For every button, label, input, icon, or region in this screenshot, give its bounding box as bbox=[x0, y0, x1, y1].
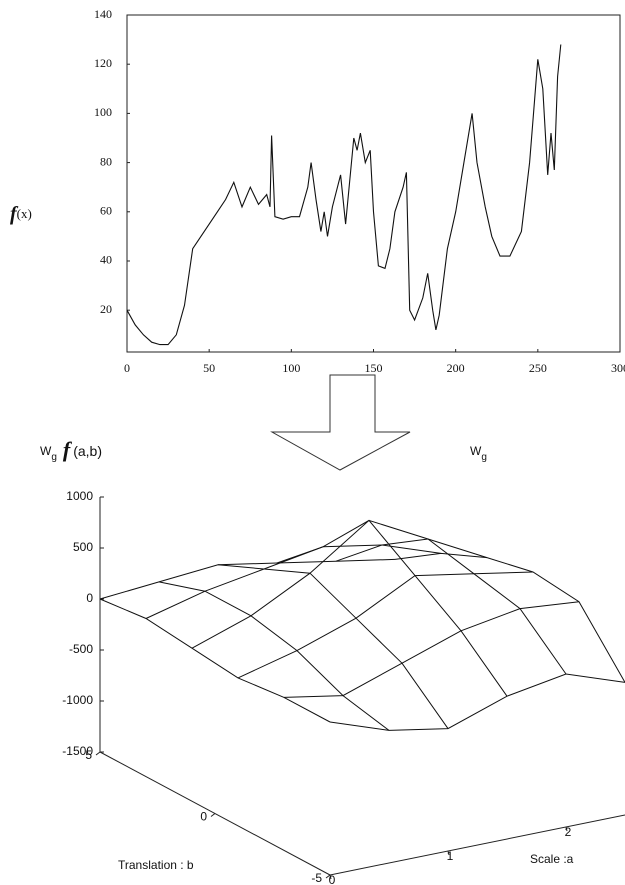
y-axis-label: Scale :a bbox=[530, 852, 574, 866]
x-tick-label: 5 bbox=[85, 748, 92, 762]
x-tick-label: 0 bbox=[200, 810, 207, 824]
y-tick-label: 1 bbox=[447, 849, 454, 863]
y-tick-label: 0 bbox=[329, 873, 336, 885]
x-tick-label: 0 bbox=[124, 361, 130, 375]
figure: 20406080100120140050100150200250300f(x) … bbox=[0, 0, 625, 885]
y-tick-label: 2 bbox=[565, 825, 572, 839]
y-tick-label: 60 bbox=[100, 204, 112, 218]
y-tick-label: 20 bbox=[100, 302, 112, 316]
x-tick-label: 300 bbox=[611, 361, 625, 375]
z-tick-label: -1000 bbox=[62, 693, 93, 707]
z-label-sub: g bbox=[51, 452, 57, 463]
z-tick-label: 1000 bbox=[66, 489, 93, 503]
z-label-args: (a,b) bbox=[73, 443, 102, 459]
x-tick-label: 250 bbox=[529, 361, 547, 375]
z-tick-label: 500 bbox=[73, 540, 93, 554]
right-label-main: W bbox=[470, 444, 482, 458]
z-tick-label: -500 bbox=[69, 642, 93, 656]
x-axis-label: Translation : b bbox=[118, 858, 194, 872]
y-tick-label: 100 bbox=[94, 105, 112, 119]
y-tick-label: 140 bbox=[94, 7, 112, 21]
x-tick-label: 200 bbox=[447, 361, 465, 375]
right-label-sub: g bbox=[481, 452, 487, 463]
y-tick-label: 40 bbox=[100, 253, 112, 267]
y-tick-label: 80 bbox=[100, 154, 112, 168]
x-tick-label: -5 bbox=[311, 871, 322, 885]
y-tick-label: 120 bbox=[94, 56, 112, 70]
x-tick-label: 100 bbox=[282, 361, 300, 375]
y-label-args: (x) bbox=[17, 206, 32, 221]
x-tick-label: 50 bbox=[203, 361, 215, 375]
x-tick-label: 150 bbox=[365, 361, 383, 375]
z-label-main: W bbox=[40, 444, 52, 458]
z-tick-label: 0 bbox=[86, 591, 93, 605]
